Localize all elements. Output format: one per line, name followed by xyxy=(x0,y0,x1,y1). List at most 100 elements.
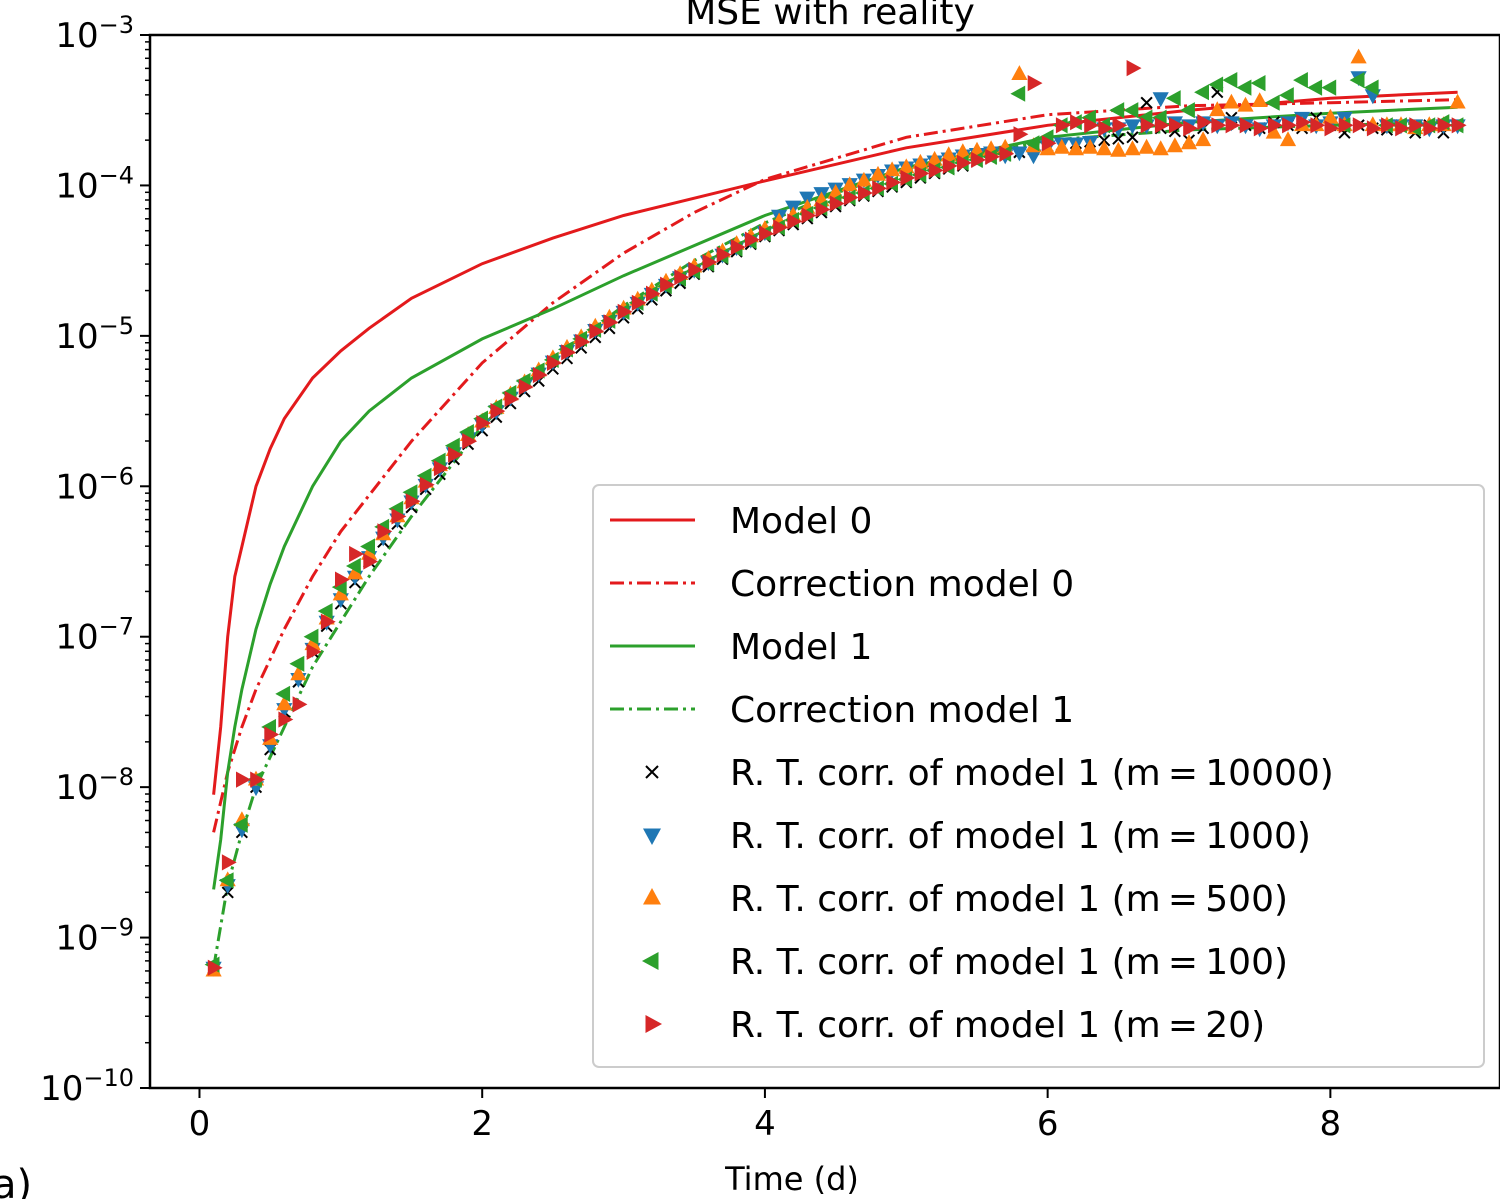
scatter-point-5 xyxy=(1225,117,1241,134)
legend-marker-swatch xyxy=(645,1015,662,1033)
scatter-point-5 xyxy=(264,726,280,743)
scatter-point-5 xyxy=(1409,117,1425,134)
scatter-point-5 xyxy=(674,269,690,286)
scatter-point-5 xyxy=(971,151,986,168)
scatter-point-3 xyxy=(1124,140,1141,156)
y-tick-label: 10−8 xyxy=(55,763,134,808)
scatter-point-5 xyxy=(787,213,803,230)
series-line-2 xyxy=(212,98,1458,833)
scatter-point-5 xyxy=(236,771,251,788)
plot-frame xyxy=(148,33,1500,1090)
scatter-point-4 xyxy=(1307,79,1323,96)
scatter-point-4 xyxy=(289,655,305,672)
scatter-point-1 xyxy=(1126,131,1139,144)
scatter-point-4 xyxy=(346,557,361,575)
legend-label: Model 1 xyxy=(730,627,872,668)
scatter-point-5 xyxy=(646,285,661,302)
scatter-point-5 xyxy=(1070,114,1085,131)
scatter-point-4 xyxy=(360,538,375,555)
legend-label: R. T. corr. of model 1 (m = 100) xyxy=(730,942,1288,983)
scatter-point-3 xyxy=(290,665,307,681)
scatter-point-5 xyxy=(292,696,308,713)
scatter-point-3 xyxy=(1067,140,1084,156)
y-tick-label: 10−9 xyxy=(55,914,134,959)
scatter-point-2 xyxy=(1124,119,1141,135)
scatter-point-4 xyxy=(459,424,474,441)
y-tick-label: 10−4 xyxy=(55,161,134,206)
scatter-point-1 xyxy=(1098,134,1111,147)
scatter-point-3 xyxy=(1223,93,1240,109)
scatter-point-5 xyxy=(886,174,902,191)
scatter-point-3 xyxy=(1195,131,1212,147)
scatter-point-5 xyxy=(518,378,534,396)
scatter-point-3 xyxy=(1082,138,1099,154)
scatter-point-5 xyxy=(985,148,1001,165)
scatter-point-2 xyxy=(1025,149,1042,165)
scatter-point-3 xyxy=(332,585,349,601)
scatter-point-5 xyxy=(335,571,350,588)
scatter-point-5 xyxy=(1013,126,1029,143)
scatter-point-5 xyxy=(1126,60,1142,77)
scatter-point-5 xyxy=(1310,117,1326,134)
legend-marker-swatch xyxy=(643,888,661,905)
legend-label: R. T. corr. of model 1 (m = 20) xyxy=(730,1005,1265,1046)
legend-marker-swatch xyxy=(642,952,659,970)
scatter-point-5 xyxy=(730,239,746,256)
scatter-point-5 xyxy=(744,231,760,248)
scatter-point-5 xyxy=(759,225,774,242)
scatter-point-5 xyxy=(349,545,364,563)
scatter-point-5 xyxy=(1041,135,1057,152)
scatter-point-3 xyxy=(1209,101,1226,117)
scatter-point-5 xyxy=(306,643,322,660)
scatter-point-5 xyxy=(589,323,605,340)
scatter-point-4 xyxy=(1264,94,1280,111)
scatter-point-3 xyxy=(1152,140,1169,156)
scatter-point-5 xyxy=(278,711,294,728)
scatter-point-5 xyxy=(900,169,916,186)
y-tick-label: 10−5 xyxy=(55,312,134,357)
x-tick-label: 0 xyxy=(189,1104,211,1144)
scatter-point-3 xyxy=(869,165,887,181)
scatter-point-3 xyxy=(1096,140,1113,156)
scatter-point-3 xyxy=(1265,123,1282,139)
scatter-point-5 xyxy=(1183,120,1198,137)
scatter-point-5 xyxy=(1169,117,1184,134)
scatter-point-3 xyxy=(1138,138,1155,154)
scatter-point-4 xyxy=(416,467,432,484)
scatter-point-3 xyxy=(1110,141,1127,157)
series-line-1 xyxy=(212,90,1458,795)
scatter-point-3 xyxy=(1449,93,1466,109)
scatter-point-5 xyxy=(843,189,859,206)
y-tick-label: 10−6 xyxy=(55,462,134,507)
scatter-point-5 xyxy=(504,390,520,408)
scatter-point-5 xyxy=(928,162,944,179)
scatter-point-5 xyxy=(872,180,887,197)
scatter-point-5 xyxy=(1197,114,1213,131)
scatter-point-5 xyxy=(829,195,845,212)
scatter-point-4 xyxy=(402,484,418,501)
scatter-point-5 xyxy=(405,493,421,510)
scatter-point-5 xyxy=(1366,120,1382,137)
legend-label: Model 0 xyxy=(730,501,872,542)
scatter-point-4 xyxy=(1180,102,1195,119)
scatter-point-4 xyxy=(444,437,460,454)
scatter-point-2 xyxy=(1011,146,1028,162)
scatter-markers xyxy=(204,48,1467,977)
scatter-point-3 xyxy=(1237,96,1254,112)
scatter-point-3 xyxy=(1166,137,1183,153)
y-tick-label: 10−3 xyxy=(55,11,134,56)
scatter-point-3 xyxy=(1251,92,1268,107)
scatter-point-4 xyxy=(232,816,248,833)
scatter-point-5 xyxy=(462,433,478,450)
scatter-point-5 xyxy=(320,613,336,630)
legend-label: R. T. corr. of model 1 (m = 1000) xyxy=(730,816,1311,857)
scatter-point-5 xyxy=(1055,117,1071,134)
scatter-point-5 xyxy=(1084,117,1100,134)
legend-label: Correction model 0 xyxy=(730,564,1074,605)
scatter-point-4 xyxy=(1222,72,1238,89)
scatter-point-5 xyxy=(547,354,562,371)
scatter-point-3 xyxy=(954,143,971,159)
scatter-point-5 xyxy=(1154,117,1170,134)
scatter-point-3 xyxy=(841,176,858,192)
scatter-point-5 xyxy=(1211,117,1227,134)
